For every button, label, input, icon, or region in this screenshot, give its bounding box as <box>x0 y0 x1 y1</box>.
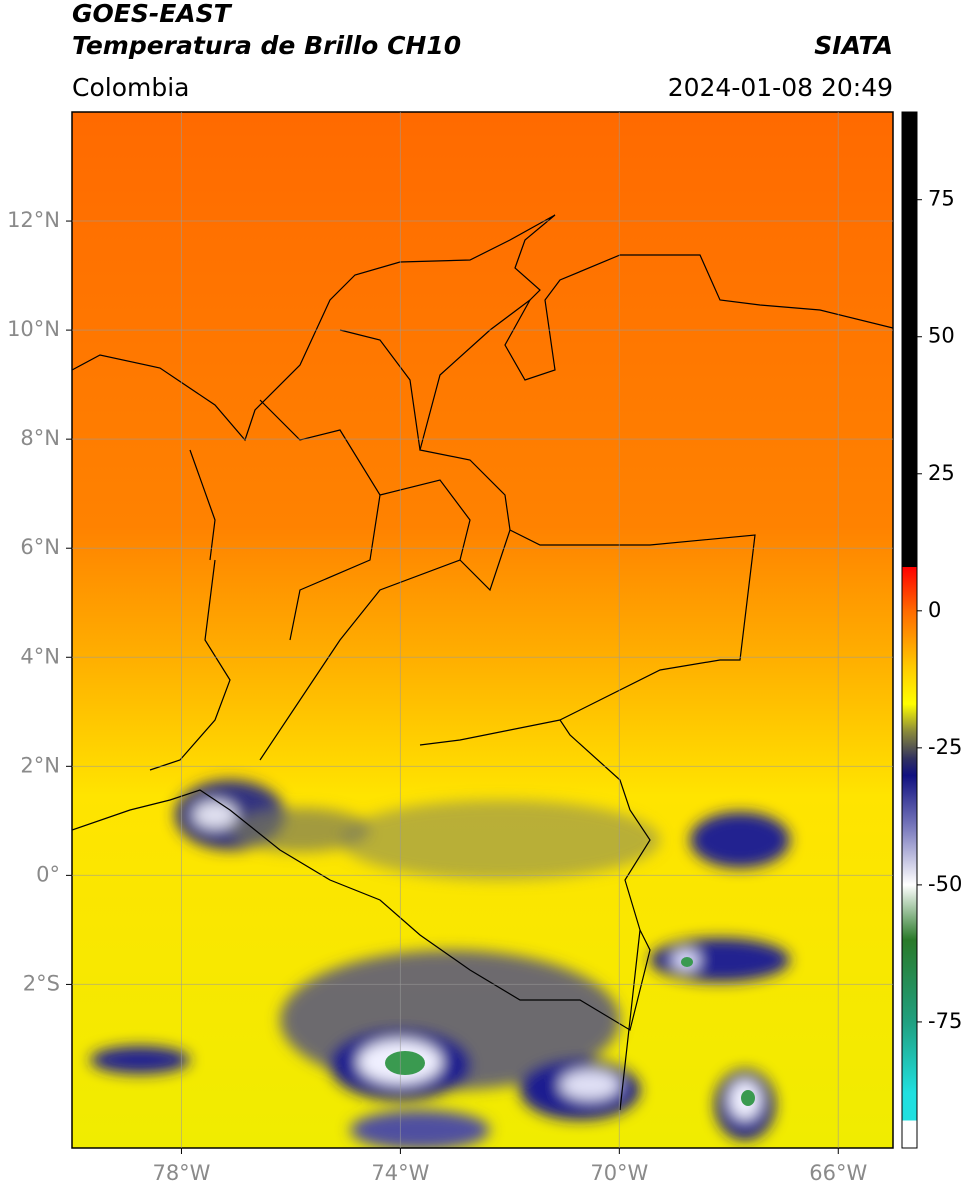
region: Colombia <box>72 73 189 102</box>
colorbar-tick-label: 75 <box>928 187 955 211</box>
country-border <box>189 449 216 561</box>
y-tick-label: 8°N <box>20 426 60 450</box>
title: GOES-EAST <box>72 0 233 28</box>
country-border <box>419 719 561 746</box>
y-tick-label: 12°N <box>7 208 60 232</box>
colorbar <box>902 112 917 1148</box>
colorbar-tick-label: -75 <box>928 1009 962 1033</box>
x-tick-label: 78°W <box>152 1161 210 1185</box>
cold-core <box>741 1090 755 1106</box>
x-tick-label: 74°W <box>371 1161 429 1185</box>
map-image <box>72 112 893 1148</box>
y-tick-label: 4°N <box>20 644 60 668</box>
country-border <box>419 299 756 1111</box>
colorbar-frame <box>901 111 918 1149</box>
colorbar-tick-label: 0 <box>928 598 941 622</box>
country-border <box>72 789 651 1031</box>
x-tick-label: 66°W <box>809 1161 867 1185</box>
coastline <box>72 214 893 442</box>
y-tick-label: 6°N <box>20 535 60 559</box>
source: SIATA <box>814 31 893 60</box>
map-frame <box>71 111 894 1149</box>
x-tick-label: 70°W <box>590 1161 648 1185</box>
y-tick-label: 10°N <box>7 317 60 341</box>
y-tick-label: 2°N <box>20 753 60 777</box>
colorbar-tick-label: -25 <box>928 735 962 759</box>
colorbar-tick-label: 50 <box>928 324 955 348</box>
datetime: 2024-01-08 20:49 <box>668 73 893 102</box>
colorbar-tick-label: -50 <box>928 872 962 896</box>
y-tick-label: 2°S <box>23 971 60 995</box>
cloud-tops <box>90 780 790 1148</box>
cold-core <box>681 957 693 967</box>
colorbar-tick-label: 25 <box>928 461 955 485</box>
y-tick-label: 0° <box>36 862 60 886</box>
cold-core <box>385 1051 425 1075</box>
dept-border <box>259 329 511 761</box>
subtitle: Temperatura de Brillo CH10 <box>72 31 461 60</box>
axes: 78°W 74°W 70°W 66°W 12°N 10°N 8°N 6°N 4°N 2°N 0° 2°… <box>7 112 962 1185</box>
country-border <box>149 559 231 771</box>
